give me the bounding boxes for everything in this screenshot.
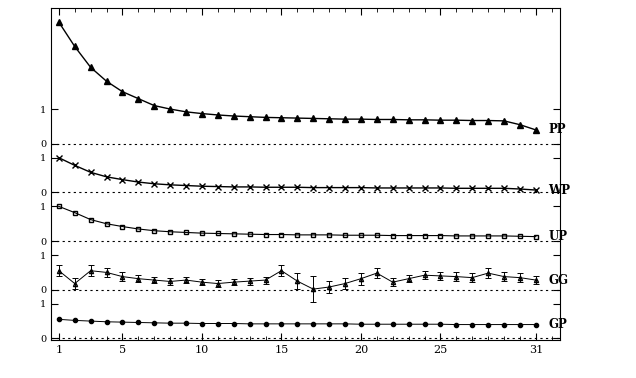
Text: GP: GP	[548, 318, 567, 331]
Text: GG: GG	[548, 274, 569, 287]
Text: WP: WP	[548, 184, 570, 197]
Text: UP: UP	[548, 230, 567, 243]
Text: PP: PP	[548, 123, 566, 136]
